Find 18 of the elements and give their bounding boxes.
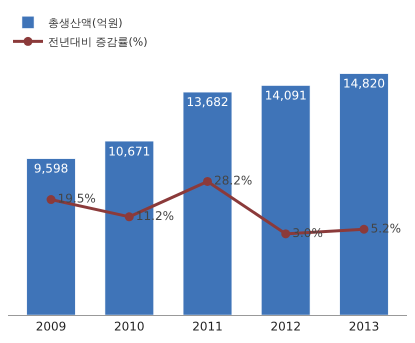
x-tick-label: 2012 xyxy=(270,319,302,334)
x-tick-label: 2010 xyxy=(114,319,145,334)
data-label: 14,091 xyxy=(264,88,307,103)
legend-label: 총생산액(억원) xyxy=(48,16,123,30)
point xyxy=(203,176,212,186)
data-label: 14,820 xyxy=(342,76,385,91)
data-label: 13,682 xyxy=(186,95,228,110)
data-label: 10,671 xyxy=(108,144,150,158)
point xyxy=(46,195,56,204)
data-label: 3.0% xyxy=(292,226,323,240)
data-label: 9,598 xyxy=(34,162,68,176)
x-tick-label: 2009 xyxy=(36,319,66,334)
point xyxy=(359,224,368,234)
legend-label: 전년대비 증감률(%) xyxy=(48,36,148,49)
point xyxy=(281,229,290,238)
x-tick-label: 2011 xyxy=(192,319,223,334)
x-tick-label: 2013 xyxy=(348,319,380,334)
point xyxy=(124,212,134,222)
